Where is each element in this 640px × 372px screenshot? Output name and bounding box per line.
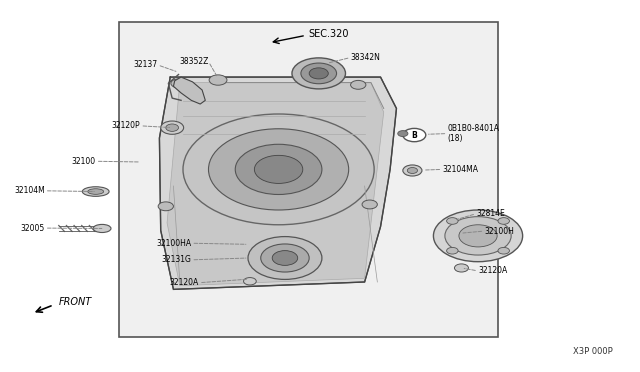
Circle shape <box>260 244 309 272</box>
Circle shape <box>244 278 256 285</box>
Circle shape <box>166 124 179 131</box>
Circle shape <box>403 128 426 142</box>
Text: X3P 000P: X3P 000P <box>573 347 613 356</box>
Text: 32100H: 32100H <box>484 227 515 235</box>
Text: 38342N: 38342N <box>351 53 380 62</box>
Circle shape <box>445 217 511 255</box>
Text: SEC.320: SEC.320 <box>308 29 349 39</box>
Circle shape <box>433 210 523 262</box>
Circle shape <box>158 202 173 211</box>
Circle shape <box>183 114 374 225</box>
Circle shape <box>171 79 186 88</box>
Text: 32100HA: 32100HA <box>156 239 191 248</box>
Text: 0B1B0-8401A
(18): 0B1B0-8401A (18) <box>447 124 499 143</box>
Circle shape <box>236 144 322 195</box>
Circle shape <box>351 80 366 89</box>
FancyBboxPatch shape <box>119 22 499 337</box>
Circle shape <box>459 225 497 247</box>
Circle shape <box>362 200 378 209</box>
Text: FRONT: FRONT <box>59 297 92 307</box>
Polygon shape <box>167 83 384 286</box>
Circle shape <box>407 167 417 173</box>
Text: 32100: 32100 <box>72 157 96 166</box>
Circle shape <box>209 129 349 210</box>
Circle shape <box>248 237 322 279</box>
Circle shape <box>301 63 337 84</box>
Circle shape <box>498 247 509 254</box>
Text: 32120P: 32120P <box>111 121 140 130</box>
Text: 38352Z: 38352Z <box>179 57 209 66</box>
Polygon shape <box>173 77 205 104</box>
Circle shape <box>447 247 458 254</box>
Text: B: B <box>412 131 417 140</box>
Circle shape <box>397 131 408 137</box>
Circle shape <box>254 155 303 183</box>
Text: 32814E: 32814E <box>476 209 505 218</box>
Ellipse shape <box>93 224 111 232</box>
Text: 32120A: 32120A <box>478 266 508 275</box>
Text: 32104MA: 32104MA <box>442 165 478 174</box>
Text: 32131G: 32131G <box>161 255 191 264</box>
Circle shape <box>161 121 184 134</box>
Circle shape <box>292 58 346 89</box>
Circle shape <box>209 75 227 85</box>
Text: 32005: 32005 <box>20 224 45 232</box>
Text: 32137: 32137 <box>133 60 157 70</box>
Ellipse shape <box>88 189 104 194</box>
Ellipse shape <box>83 187 109 196</box>
Circle shape <box>454 264 468 272</box>
Polygon shape <box>159 77 396 289</box>
Circle shape <box>447 218 458 224</box>
Text: 32120A: 32120A <box>170 278 199 287</box>
Circle shape <box>309 68 328 79</box>
Text: 32104M: 32104M <box>14 186 45 195</box>
Circle shape <box>498 218 509 224</box>
Circle shape <box>272 251 298 265</box>
Circle shape <box>403 165 422 176</box>
